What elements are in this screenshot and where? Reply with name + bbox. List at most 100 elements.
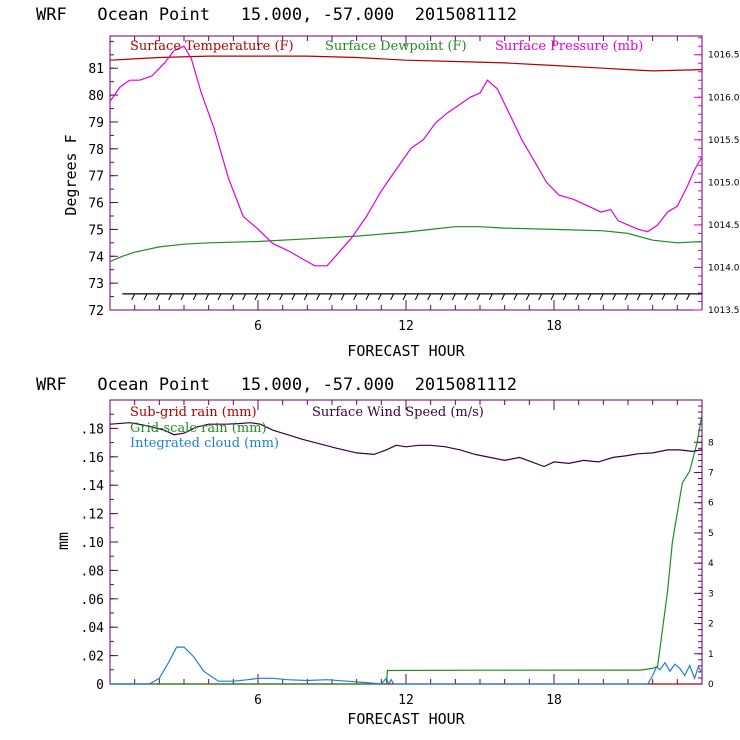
x-tick-label: 18 xyxy=(546,319,562,334)
series-line-grid-scale-rain xyxy=(110,414,703,685)
y2-tick-label: 0 xyxy=(708,680,714,690)
y2-tick-label: 1014.5 xyxy=(708,221,740,231)
x-tick-label: 6 xyxy=(254,319,262,334)
wind-barb xyxy=(303,293,308,301)
x-axis-label: FORECAST HOUR xyxy=(347,710,465,728)
wind-barb xyxy=(649,293,654,301)
wind-barb xyxy=(254,293,259,301)
wind-barb xyxy=(476,293,481,301)
wind-barb xyxy=(673,293,678,301)
wind-barb xyxy=(131,293,136,301)
wind-barb xyxy=(340,293,345,301)
x-axis-label: FORECAST HOUR xyxy=(347,342,465,360)
panel-title: WRF Ocean Point 15.000, -57.000 20150811… xyxy=(36,375,517,395)
y2-tick-label: 7 xyxy=(708,469,714,479)
legend-gridscale-rain: Grid-scale rain (mm) xyxy=(130,421,267,436)
y-axis-label: Degrees F xyxy=(62,134,80,215)
legend-temperature: Surface Temperature (F) xyxy=(130,39,294,54)
y-tick-label: 80 xyxy=(88,89,104,104)
x-tick-label: 18 xyxy=(546,693,562,708)
wind-barb xyxy=(266,293,271,301)
x-tick-label: 12 xyxy=(398,693,414,708)
y-tick-label: .08 xyxy=(81,564,104,579)
wind-barb xyxy=(636,293,641,301)
y2-tick-label: 8 xyxy=(708,438,714,448)
y2-tick-label: 1015.0 xyxy=(708,178,740,188)
wind-barb xyxy=(279,293,284,301)
wind-barb xyxy=(205,293,210,301)
y-tick-label: 74 xyxy=(88,250,104,265)
wind-barb xyxy=(575,293,580,301)
wind-barb xyxy=(427,293,432,301)
wind-barb xyxy=(168,293,173,301)
wind-barb xyxy=(661,293,666,301)
y2-tick-label: 1 xyxy=(708,650,714,660)
series-line-surface-temperature xyxy=(109,55,703,72)
y-tick-label: .06 xyxy=(81,593,104,608)
wind-barb xyxy=(599,293,604,301)
wind-barb xyxy=(377,293,382,301)
y-tick-label: .10 xyxy=(81,536,104,551)
wind-barb xyxy=(488,293,493,301)
y2-tick-label: 5 xyxy=(708,529,714,539)
y2-tick-label: 1016.0 xyxy=(708,93,740,103)
panel-title: WRF Ocean Point 15.000, -57.000 20150811… xyxy=(36,5,517,25)
wind-barb xyxy=(143,293,148,301)
y2-tick-label: 4 xyxy=(708,559,714,569)
y-tick-label: .04 xyxy=(81,621,105,636)
wind-barb xyxy=(538,293,543,301)
legend-dewpoint: Surface Dewpoint (F) xyxy=(325,39,467,54)
wind-barb xyxy=(501,293,506,301)
y-tick-label: 79 xyxy=(88,116,104,131)
y2-tick-label: 1015.5 xyxy=(708,136,740,146)
wind-barb xyxy=(587,293,592,301)
wind-barb xyxy=(155,293,160,301)
y-tick-label: .18 xyxy=(81,422,104,437)
wind-barb xyxy=(390,293,395,301)
y2-tick-label: 2 xyxy=(708,620,714,630)
wind-barb xyxy=(316,293,321,301)
wind-barb xyxy=(291,293,296,301)
wind-barb xyxy=(365,293,370,301)
precipitation-panel: WRF Ocean Point 15.000, -57.000 20150811… xyxy=(36,375,714,728)
legend-pressure: Surface Pressure (mb) xyxy=(495,39,643,54)
wind-barb xyxy=(686,293,691,301)
y-tick-label: .02 xyxy=(81,650,104,665)
wind-barb xyxy=(550,293,555,301)
y2-tick-label: 1016.5 xyxy=(708,51,740,61)
series-line-surface-pressure xyxy=(109,45,703,267)
y-tick-label: 0 xyxy=(96,678,104,693)
legend-subgrid-rain: Sub-grid rain (mm) xyxy=(130,405,257,420)
wind-barb xyxy=(414,293,419,301)
y-tick-label: .12 xyxy=(81,508,104,523)
y2-tick-label: 3 xyxy=(708,589,714,599)
series-line-integrated-cloud xyxy=(110,646,703,686)
legend-wind-speed: Surface Wind Speed (m/s) xyxy=(312,405,484,420)
wind-barb xyxy=(525,293,530,301)
y-tick-label: 76 xyxy=(88,197,104,212)
legend-integrated-cloud: Integrated cloud (mm) xyxy=(130,436,279,451)
x-tick-label: 6 xyxy=(254,693,262,708)
plot-frame xyxy=(109,35,703,311)
wind-barb xyxy=(451,293,456,301)
y-tick-label: .16 xyxy=(81,451,104,466)
y-tick-label: 72 xyxy=(88,304,104,319)
y-axis-label: mm xyxy=(54,532,72,550)
wind-barb xyxy=(513,293,518,301)
wind-barb xyxy=(180,293,185,301)
y-tick-label: 73 xyxy=(88,277,104,292)
y-tick-label: .14 xyxy=(81,479,105,494)
y-tick-label: 81 xyxy=(88,62,104,77)
wind-barb xyxy=(612,293,617,301)
series-line-surface-wind-speed xyxy=(109,422,703,468)
wind-barb xyxy=(328,293,333,301)
wind-barb xyxy=(217,293,222,301)
wind-barb xyxy=(242,293,247,301)
wind-barb xyxy=(464,293,469,301)
wind-barb xyxy=(229,293,234,301)
wind-barb xyxy=(562,293,567,301)
x-tick-label: 12 xyxy=(398,319,414,334)
y2-tick-label: 1013.5 xyxy=(708,306,740,316)
wind-barbs xyxy=(122,293,702,301)
y-tick-label: 75 xyxy=(88,223,104,238)
